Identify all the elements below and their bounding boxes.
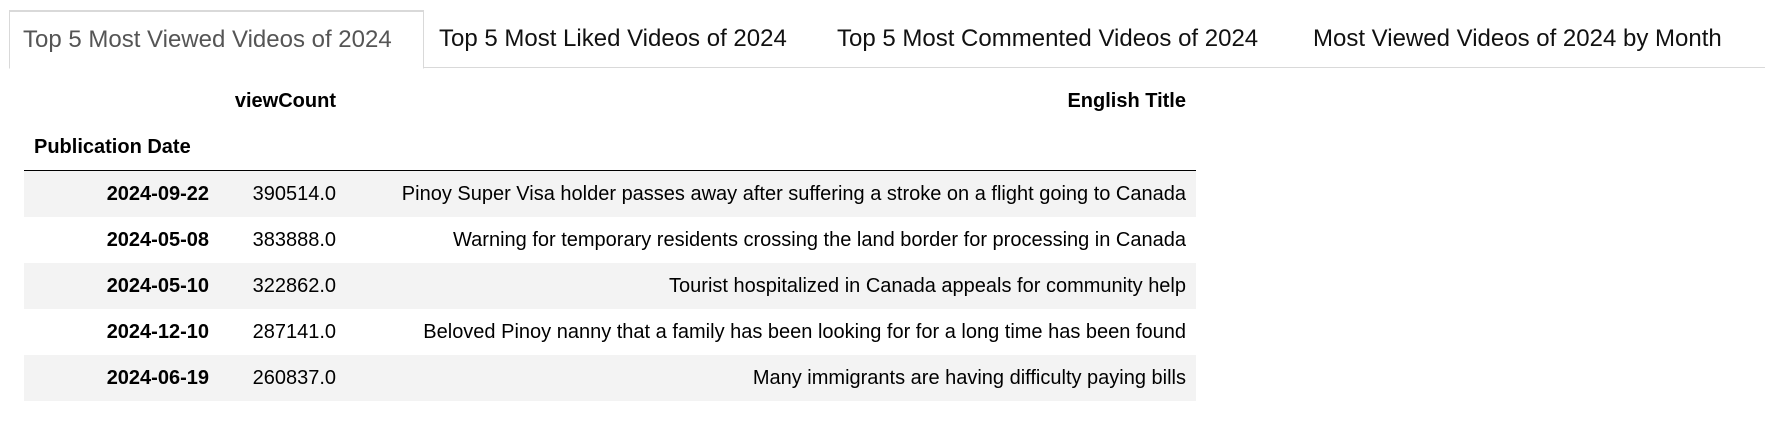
index-name-blank xyxy=(219,124,346,171)
tab-bar: Top 5 Most Viewed Videos of 2024 Top 5 M… xyxy=(9,10,1765,69)
row-title: Tourist hospitalized in Canada appeals f… xyxy=(669,274,1186,297)
table-row: 2024-05-10 322862.0 Tourist hospitalized… xyxy=(24,263,1196,309)
tab-most-viewed-by-month[interactable]: Most Viewed Videos of 2024 by Month xyxy=(1313,25,1722,52)
index-name-header: Publication Date xyxy=(34,135,191,158)
top-videos-table: viewCount English Title Publication Date… xyxy=(24,78,1196,401)
row-title: Many immigrants are having difficulty pa… xyxy=(752,366,1186,389)
row-title: Warning for temporary residents crossing… xyxy=(453,228,1186,251)
table-row: 2024-12-10 287141.0 Beloved Pinoy nanny … xyxy=(24,309,1196,355)
tab-most-liked[interactable]: Top 5 Most Liked Videos of 2024 xyxy=(439,25,787,52)
column-header-viewcount: viewCount xyxy=(234,89,336,112)
row-viewcount: 390514.0 xyxy=(252,182,336,205)
table-row: 2024-05-08 383888.0 Warning for temporar… xyxy=(24,217,1196,263)
index-name-row: Publication Date xyxy=(24,124,1196,171)
table-header-row: viewCount English Title xyxy=(24,78,1196,124)
row-title: Pinoy Super Visa holder passes away afte… xyxy=(401,182,1186,205)
tab-most-commented[interactable]: Top 5 Most Commented Videos of 2024 xyxy=(837,25,1259,52)
row-viewcount: 383888.0 xyxy=(252,228,336,251)
row-viewcount: 260837.0 xyxy=(252,366,336,389)
index-header-blank xyxy=(24,78,219,124)
row-viewcount: 287141.0 xyxy=(252,320,336,343)
table-row: 2024-09-22 390514.0 Pinoy Super Visa hol… xyxy=(24,170,1196,217)
row-date: 2024-12-10 xyxy=(106,320,209,343)
index-name-blank xyxy=(346,124,1196,171)
row-viewcount: 322862.0 xyxy=(252,274,336,297)
row-date: 2024-09-22 xyxy=(106,182,209,205)
column-header-english-title: English Title xyxy=(1067,89,1186,112)
row-date: 2024-05-08 xyxy=(106,228,209,251)
table-row: 2024-06-19 260837.0 Many immigrants are … xyxy=(24,355,1196,401)
tab-most-viewed[interactable]: Top 5 Most Viewed Videos of 2024 xyxy=(9,10,424,69)
row-date: 2024-06-19 xyxy=(106,366,209,389)
row-date: 2024-05-10 xyxy=(106,274,209,297)
row-title: Beloved Pinoy nanny that a family has be… xyxy=(423,320,1186,343)
